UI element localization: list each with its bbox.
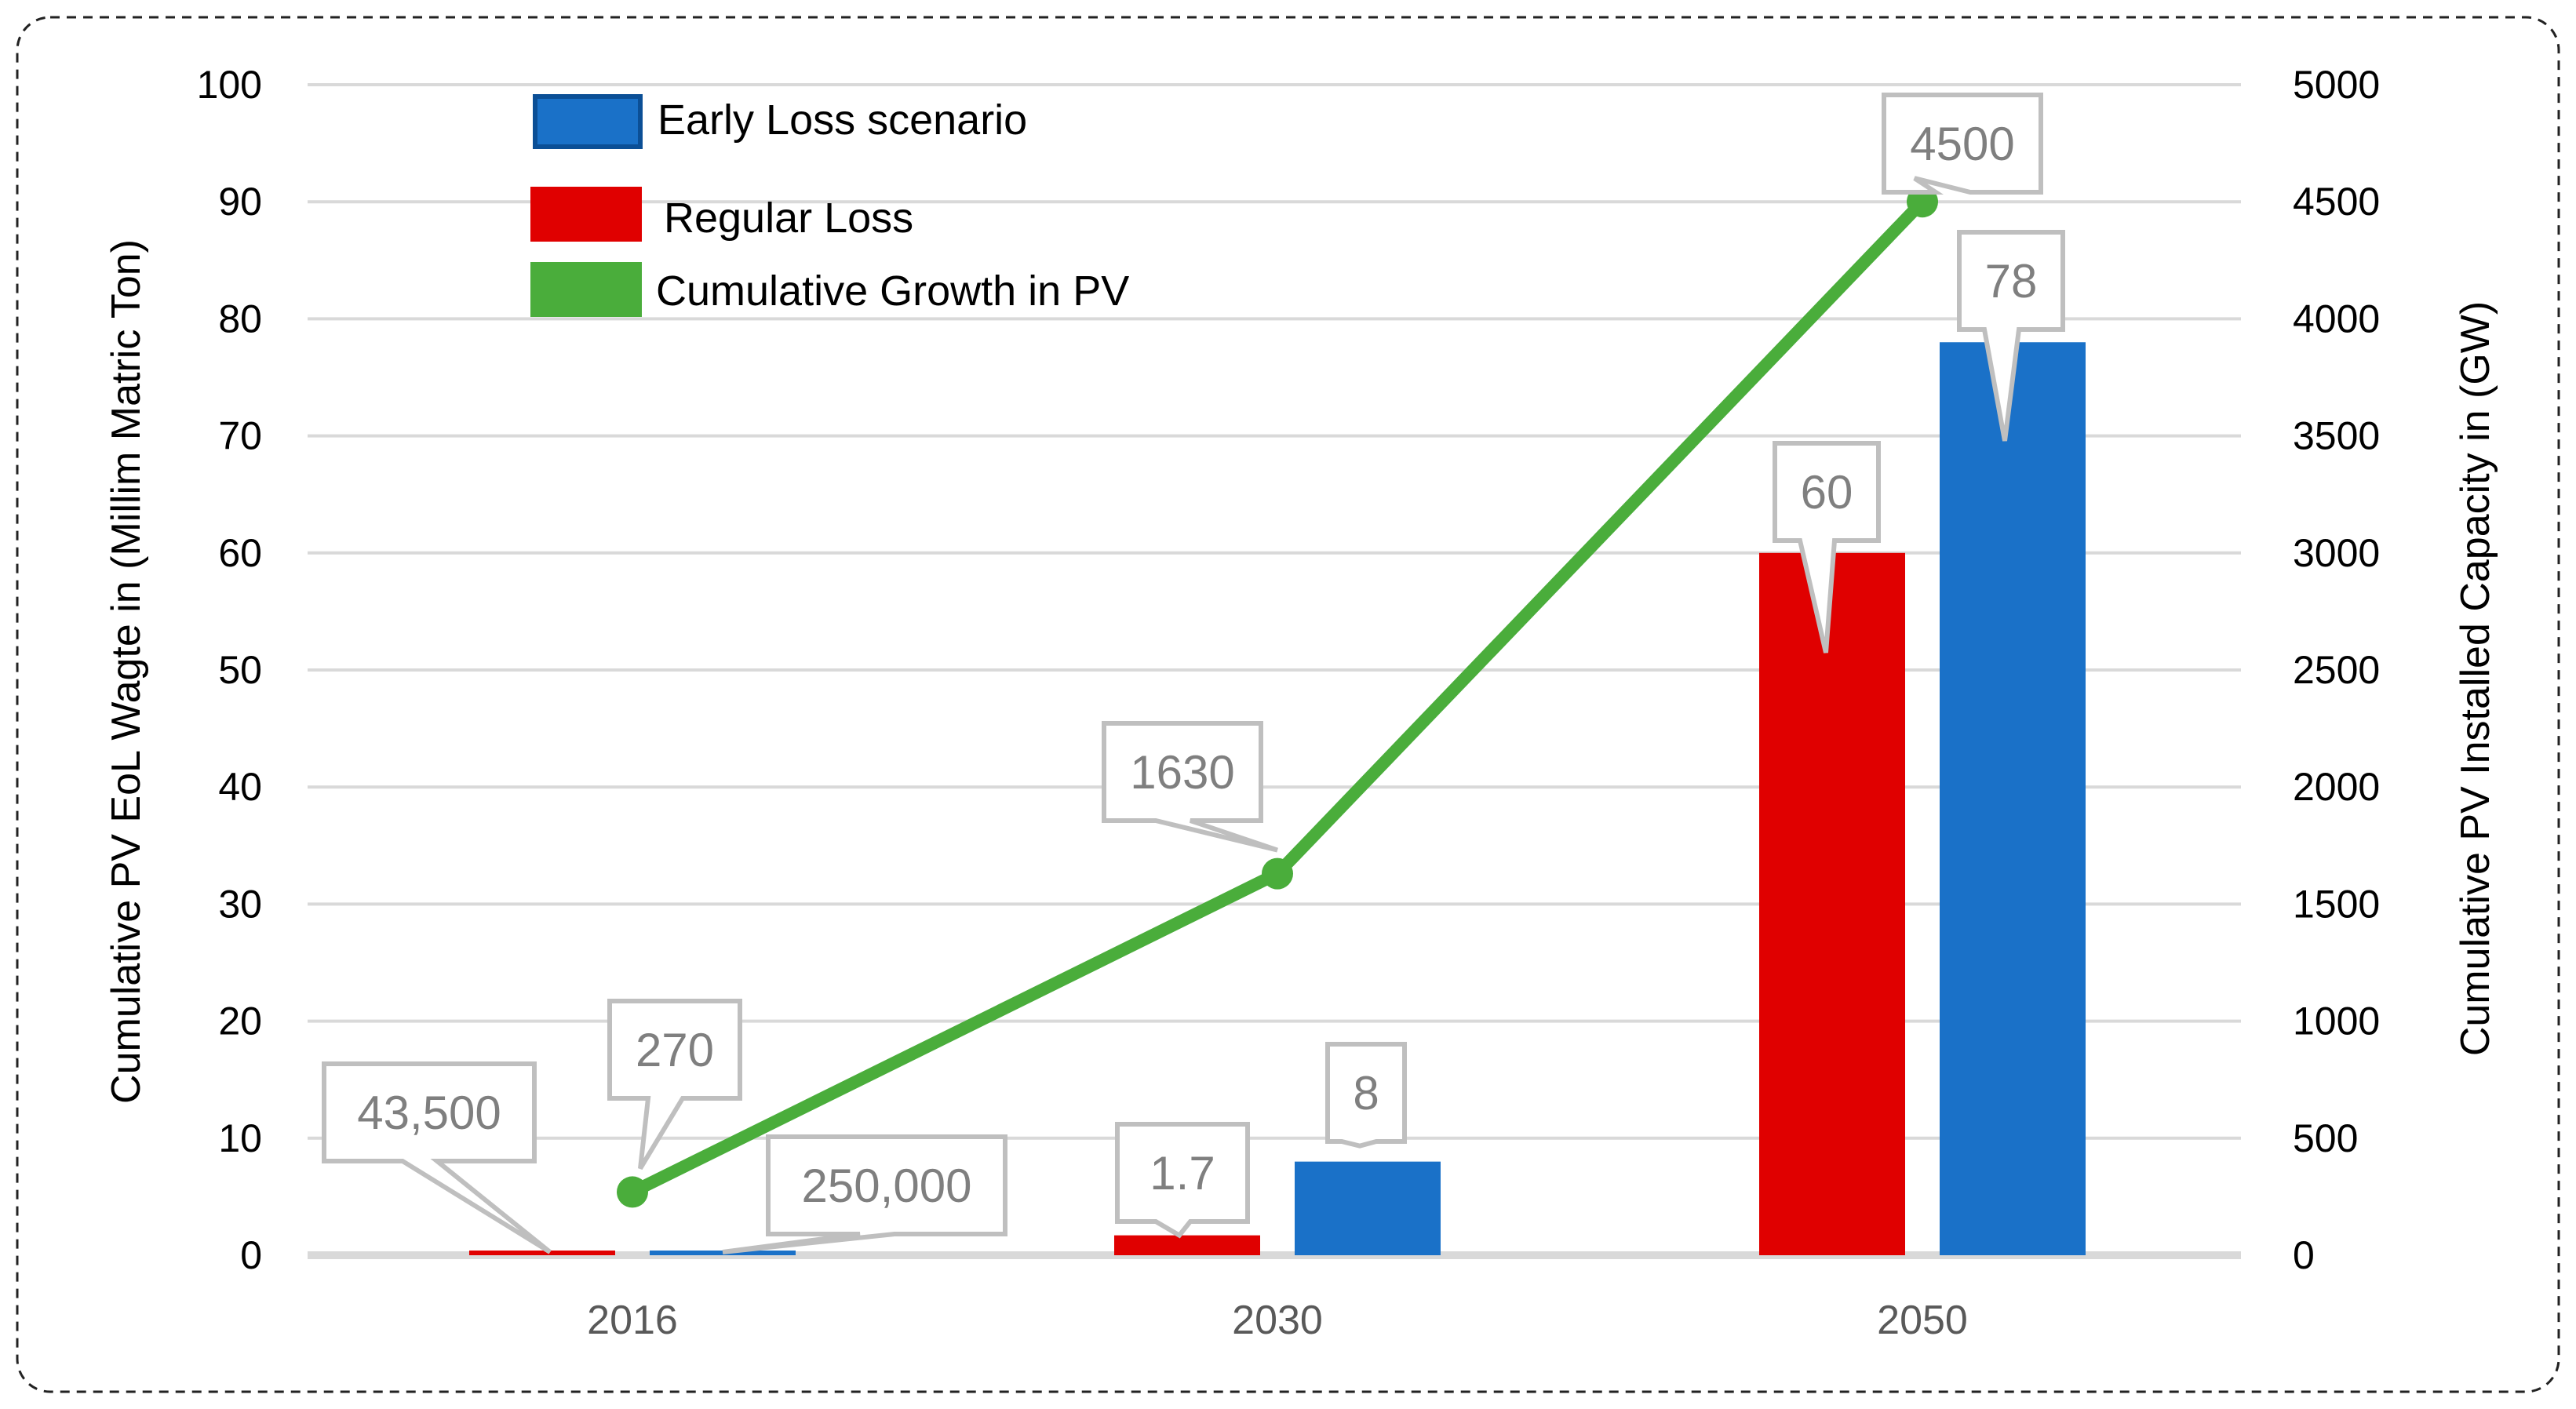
line-point — [617, 1176, 648, 1208]
left-tick-label: 100 — [197, 63, 262, 107]
legend-swatch-regular-loss — [530, 187, 642, 242]
left-tick-label: 50 — [218, 648, 262, 692]
right-tick-label: 5000 — [2293, 63, 2380, 107]
right-tick-label: 0 — [2293, 1233, 2315, 1277]
data-label-growth-2016-text: 270 — [636, 1024, 714, 1076]
right-tick-label: 3500 — [2293, 414, 2380, 458]
legend-swatch-early-loss — [533, 94, 643, 149]
right-tick-label: 2000 — [2293, 765, 2380, 809]
data-label-early-2030: 8 — [1325, 1042, 1407, 1149]
bar-early-loss-scenario — [1295, 1161, 1441, 1255]
bar-regular-loss — [1759, 552, 1905, 1255]
left-tick-label: 40 — [218, 765, 262, 809]
right-tick-label: 1500 — [2293, 882, 2380, 926]
right-tick-label: 1000 — [2293, 999, 2380, 1043]
bar-regular-loss — [1114, 1235, 1260, 1255]
right-tick-label: 4500 — [2293, 180, 2380, 224]
data-label-early-2050: 78 — [1957, 230, 2065, 442]
right-tick-label: 3000 — [2293, 531, 2380, 575]
data-label-regular-2016-text: 43,500 — [357, 1087, 501, 1139]
legend-label-cumulative-growth: Cumulative Growth in PV — [656, 268, 1129, 315]
x-tick-label: 2030 — [1232, 1298, 1323, 1343]
data-label-growth-2016: 270 — [607, 999, 742, 1170]
left-tick-label: 90 — [218, 180, 262, 224]
data-label-early-2050-text: 78 — [1985, 255, 2038, 308]
left-tick-label: 0 — [240, 1233, 262, 1277]
bar-early-loss-scenario — [1940, 342, 2086, 1255]
bar-early-loss-scenario — [650, 1251, 796, 1255]
bars-layer — [469, 342, 2086, 1255]
data-label-growth-2050-text: 4500 — [1910, 118, 2014, 170]
x-tick-label: 2050 — [1877, 1298, 1968, 1343]
data-label-growth-2050: 4500 — [1882, 93, 2043, 195]
right-tick-label: 2500 — [2293, 648, 2380, 692]
left-tick-label: 60 — [218, 531, 262, 575]
right-tick-label: 4000 — [2293, 297, 2380, 340]
line-point — [1262, 857, 1293, 890]
data-label-early-2016: 250,000 — [722, 1134, 1007, 1254]
data-label-early-2016-text: 250,000 — [802, 1160, 972, 1212]
left-axis-ticks: 0 10 20 30 40 50 60 70 80 90 100 — [197, 63, 262, 1277]
data-label-regular-2030-text: 1.7 — [1150, 1147, 1215, 1200]
left-tick-label: 30 — [218, 882, 262, 926]
bar-regular-loss — [469, 1251, 615, 1255]
data-label-growth-2030-text: 1630 — [1130, 746, 1234, 799]
legend-swatch-cumulative-growth — [530, 262, 642, 317]
chart-frame — [16, 16, 2560, 1393]
legend-label-regular-loss: Regular Loss — [664, 195, 913, 242]
left-tick-label: 80 — [218, 297, 262, 340]
data-label-regular-2050-text: 60 — [1801, 466, 1853, 519]
data-label-regular-2016: 43,500 — [322, 1061, 552, 1254]
left-tick-label: 70 — [218, 414, 262, 458]
left-tick-label: 20 — [218, 999, 262, 1043]
data-labels-layer: 43,500 250,000 1.7 8 60 78 270 1630 4500 — [322, 93, 2065, 1254]
data-label-early-2030-text: 8 — [1353, 1067, 1379, 1120]
data-label-regular-2050: 60 — [1773, 441, 1881, 654]
right-axis-label: Cumulative PV Installed Capacity in (GW) — [2453, 301, 2498, 1056]
legend-label-early-loss: Early Loss scenario — [658, 96, 1027, 144]
right-axis-ticks: 0 500 1000 1500 2000 2500 3000 3500 4000 4500 5000 — [2293, 63, 2380, 1277]
x-tick-label: 2016 — [587, 1298, 678, 1343]
left-axis-label: Cumulative PV EoL Wagte in (Millim Matri… — [104, 239, 149, 1104]
legend: Early Loss scenario Regular Loss Cumulat… — [530, 94, 1129, 317]
left-tick-label: 10 — [218, 1116, 262, 1160]
right-tick-label: 500 — [2293, 1116, 2358, 1160]
x-axis-ticks: 2016 2030 2050 — [587, 1298, 1968, 1343]
data-label-growth-2030: 1630 — [1102, 721, 1278, 853]
data-label-regular-2030: 1.7 — [1115, 1122, 1250, 1239]
